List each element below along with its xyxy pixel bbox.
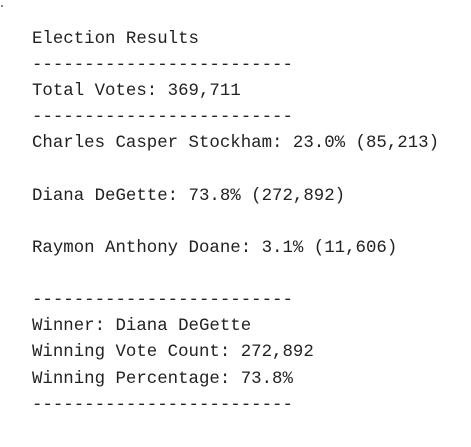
separator: ------------------------- [32,108,293,127]
total-votes: Total Votes: 369,711 [32,82,241,101]
candidate-result: Raymon Anthony Doane: 3.1% (11,606) [32,239,398,258]
candidate-result: Charles Casper Stockham: 23.0% (85,213) [32,134,440,153]
separator: ------------------------- [32,396,293,415]
winner: Winner: Diana DeGette [32,317,252,336]
winning-percentage: Winning Percentage: 73.8% [32,370,293,389]
winning-vote-count: Winning Vote Count: 272,892 [32,343,314,362]
candidate-result: Diana DeGette: 73.8% (272,892) [32,187,346,206]
separator: ------------------------- [32,291,293,310]
separator: ------------------------- [32,56,293,75]
corner-dot [1,5,3,7]
heading: Election Results [32,30,199,49]
